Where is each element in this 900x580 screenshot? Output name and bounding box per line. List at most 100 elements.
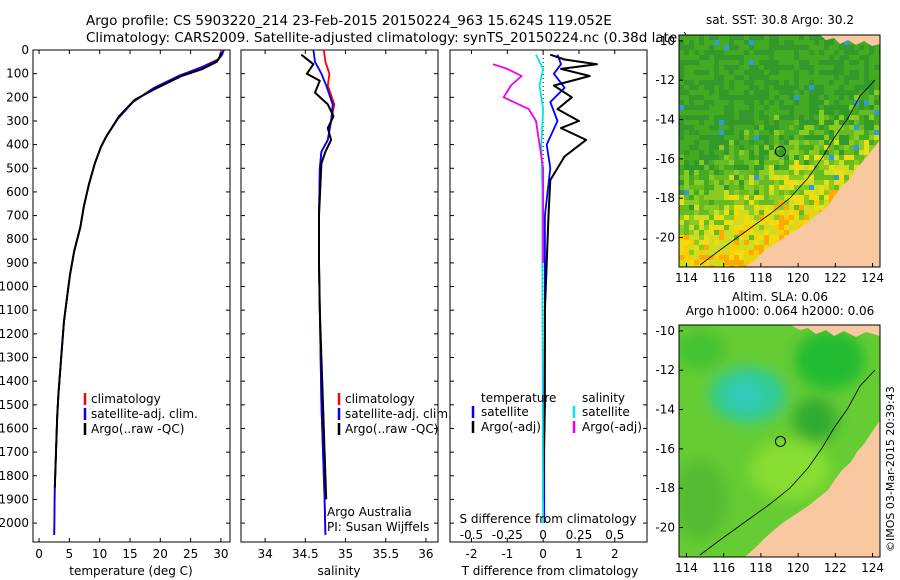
sst-cell (844, 95, 849, 100)
sst-cell (689, 180, 694, 185)
sst-cell (824, 110, 829, 115)
sst-cell (729, 110, 734, 115)
sst-cell (719, 60, 724, 65)
series-line-s-argo-adj- (492, 63, 544, 263)
sst-cell (719, 245, 724, 250)
sst-cell (819, 60, 824, 65)
sst-map-axes: 114 116 118 120 122 124-10-12-14-16-18-20 (655, 34, 884, 285)
sst-cell (709, 80, 714, 85)
sst-cell (829, 50, 834, 55)
sst-cell (704, 105, 709, 110)
sst-cell (719, 70, 724, 75)
sst-cell (769, 230, 774, 235)
sst-cell (869, 75, 874, 80)
sst-cell (709, 205, 714, 210)
sst-cell (844, 155, 849, 160)
sst-cell (789, 210, 794, 215)
sst-cell (769, 220, 774, 225)
sst-cell (709, 240, 714, 245)
sst-cell (799, 45, 804, 50)
sst-cell (824, 100, 829, 105)
sst-cell (724, 95, 729, 100)
sst-cell (874, 135, 879, 140)
sst-cell (829, 130, 834, 135)
sst-cell (744, 85, 749, 90)
sst-cell (849, 155, 854, 160)
sst-cell (704, 235, 709, 240)
sst-cell (679, 165, 684, 170)
sst-cell (874, 75, 879, 80)
sst-cell (744, 160, 749, 165)
sst-cell (709, 115, 714, 120)
sst-cell (759, 180, 764, 185)
depth-tick-label: 1800 (0, 469, 29, 483)
sst-cell (819, 205, 824, 210)
sla-map-title: Altim. SLA: 0.06 (732, 290, 828, 304)
temperature-legend-climatology: climatology (91, 392, 161, 406)
sst-cell (724, 145, 729, 150)
sst-cell (829, 120, 834, 125)
map-x-tick-label: 122 (824, 271, 847, 285)
map-x-tick-label: 124 (861, 271, 884, 285)
sst-cell (804, 215, 809, 220)
sst-cell (809, 115, 814, 120)
sst-cell (749, 200, 754, 205)
sst-cell (734, 160, 739, 165)
sst-cell (814, 170, 819, 175)
sst-cell (814, 200, 819, 205)
sst-cell (814, 110, 819, 115)
sst-cell (734, 230, 739, 235)
sst-cell (719, 180, 724, 185)
sst-cell (859, 55, 864, 60)
sst-cell (714, 115, 719, 120)
sst-cell (689, 235, 694, 240)
sst-cell (704, 45, 709, 50)
sst-cell (764, 150, 769, 155)
sst-cell (814, 95, 819, 100)
sst-cell (799, 35, 804, 40)
sst-cell (794, 205, 799, 210)
sst-cell (679, 50, 684, 55)
sst-cell (774, 225, 779, 230)
sst-cell (774, 115, 779, 120)
sst-cell (724, 90, 729, 95)
sst-cell (714, 260, 719, 265)
sst-cell (784, 120, 789, 125)
sst-cell (799, 140, 804, 145)
sst-cell (704, 130, 709, 135)
sst-cell (814, 205, 819, 210)
sst-cell (849, 45, 854, 50)
sst-cell (819, 160, 824, 165)
sst-cell (819, 175, 824, 180)
sst-cell (754, 235, 759, 240)
sst-cell (794, 195, 799, 200)
sst-cell (779, 35, 784, 40)
sst-cell (739, 245, 744, 250)
sst-cell (749, 235, 754, 240)
sst-cell (869, 45, 874, 50)
sst-cell (734, 95, 739, 100)
sst-cell (794, 100, 799, 105)
sst-cell (764, 245, 769, 250)
sst-cell (759, 70, 764, 75)
sst-cell (739, 160, 744, 165)
sst-cell (849, 65, 854, 70)
sst-cell (704, 50, 709, 55)
sst-cell (819, 90, 824, 95)
sst-cell (849, 160, 854, 165)
sst-cell (809, 145, 814, 150)
sst-cell (719, 145, 724, 150)
sst-cell (689, 190, 694, 195)
sst-cell (779, 190, 784, 195)
sst-cell (694, 155, 699, 160)
sst-cell (759, 80, 764, 85)
sst-cell (864, 135, 869, 140)
sst-cell (704, 115, 709, 120)
sst-cell (814, 175, 819, 180)
depth-tick-label: 1700 (0, 445, 29, 459)
sst-cell (799, 65, 804, 70)
sst-cell (764, 115, 769, 120)
sst-cell (699, 150, 704, 155)
sst-cell (864, 125, 869, 130)
sst-cell (864, 115, 869, 120)
